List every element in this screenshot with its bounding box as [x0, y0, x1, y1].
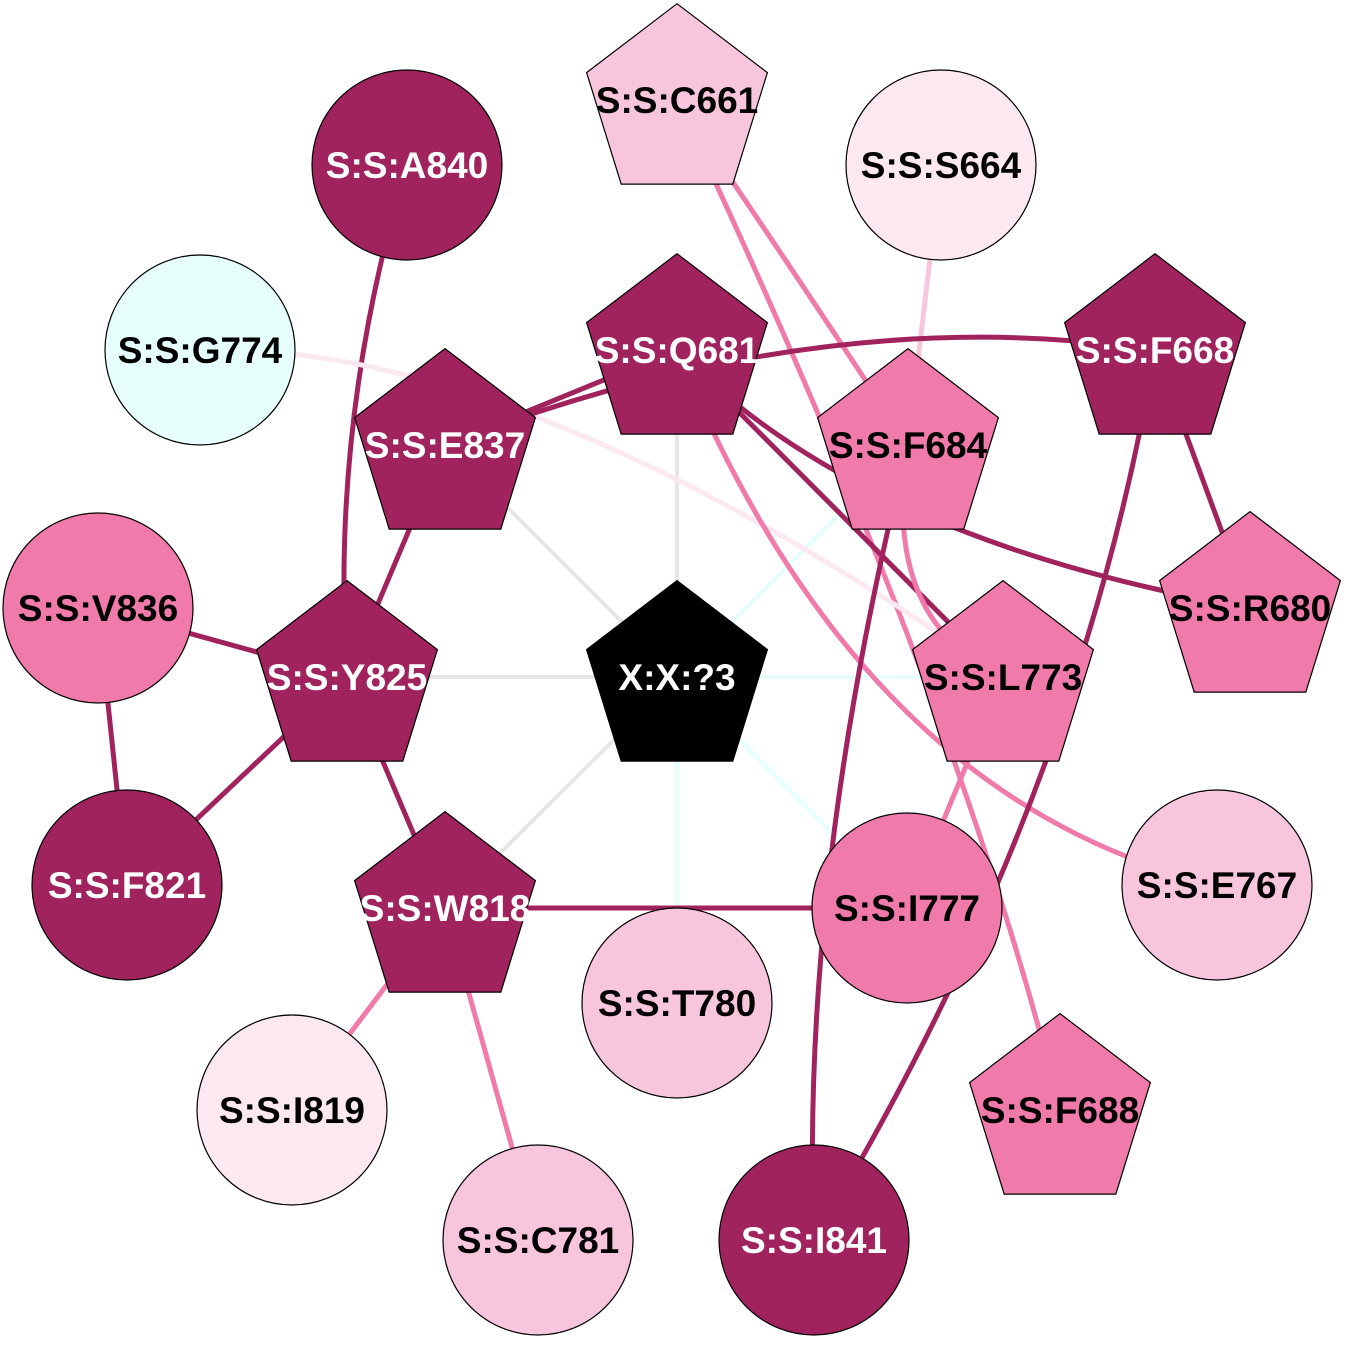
node-label: S:S:F668 [1076, 330, 1234, 371]
edge-s-s-f668-s-s-i841 [811, 349, 1158, 1242]
node-shape-pentagon [255, 579, 439, 762]
node-s-s-s664: S:S:S664 [845, 69, 1037, 261]
node-label: S:S:E837 [365, 425, 525, 466]
node-label: X:X:?3 [618, 657, 735, 698]
node-s-s-e837: S:S:E837 [353, 347, 537, 530]
node-label: S:S:G774 [118, 330, 283, 371]
node-label: S:S:F688 [981, 1090, 1139, 1131]
node-shape-pentagon [1063, 252, 1247, 435]
node-s-s-q681: S:S:Q681 [585, 252, 769, 435]
node-shape-circle [1121, 789, 1313, 981]
node-shape-circle [31, 789, 223, 981]
node-s-s-f668: S:S:F668 [1063, 252, 1247, 435]
node-shape-pentagon [585, 579, 769, 762]
node-s-s-t780: S:S:T780 [581, 907, 773, 1099]
node-label: S:S:I777 [834, 888, 980, 929]
node-shape-pentagon [353, 810, 537, 993]
node-s-s-w818: S:S:W818 [353, 810, 537, 993]
node-shape-pentagon [585, 2, 769, 185]
node-s-s-i777: S:S:I777 [811, 812, 1003, 1004]
node-label: S:S:E767 [1137, 865, 1297, 906]
node-shape-circle [2, 512, 194, 704]
node-shape-pentagon [816, 347, 1000, 530]
node-s-s-i819: S:S:I819 [196, 1014, 388, 1206]
edge-s-s-q681-s-s-e767 [674, 349, 1218, 888]
node-x-x-3: X:X:?3 [585, 579, 769, 762]
node-s-s-e767: S:S:E767 [1121, 789, 1313, 981]
node-label: S:S:F684 [829, 425, 988, 466]
node-s-s-r680: S:S:R680 [1158, 510, 1342, 693]
node-shape-circle [196, 1014, 388, 1206]
node-shape-circle [442, 1144, 634, 1336]
node-s-s-i841: S:S:I841 [718, 1144, 910, 1336]
node-s-s-v836: S:S:V836 [2, 512, 194, 704]
node-label: S:S:V836 [18, 588, 178, 629]
node-label: S:S:W818 [360, 888, 531, 929]
node-s-s-f684: S:S:F684 [816, 347, 1000, 530]
node-label: S:S:L773 [924, 657, 1082, 698]
node-s-s-y825: S:S:Y825 [255, 579, 439, 762]
node-shape-pentagon [1158, 510, 1342, 693]
node-label: S:S:C661 [596, 80, 758, 121]
node-label: S:S:R680 [1169, 588, 1331, 629]
node-s-s-f821: S:S:F821 [31, 789, 223, 981]
node-shape-pentagon [353, 347, 537, 530]
node-label: S:S:I841 [741, 1220, 887, 1261]
node-label: S:S:C781 [457, 1220, 619, 1261]
node-s-s-a840: S:S:A840 [311, 69, 503, 261]
node-s-s-c781: S:S:C781 [442, 1144, 634, 1336]
node-shape-pentagon [968, 1012, 1152, 1195]
node-s-s-l773: S:S:L773 [911, 579, 1095, 762]
node-label: S:S:F821 [48, 865, 206, 906]
node-s-s-f688: S:S:F688 [968, 1012, 1152, 1195]
edge-s-s-f668-s-s-e837 [444, 334, 1156, 448]
node-s-s-g774: S:S:G774 [104, 254, 296, 446]
node-label: S:S:A840 [326, 145, 488, 186]
node-shape-circle [104, 254, 296, 446]
node-shape-pentagon [585, 252, 769, 435]
node-s-s-c661: S:S:C661 [585, 2, 769, 185]
node-shape-pentagon [911, 579, 1095, 762]
node-label: S:S:Q681 [595, 330, 760, 371]
node-shape-circle [581, 907, 773, 1099]
node-label: S:S:I819 [219, 1090, 365, 1131]
node-label: S:S:Y825 [267, 657, 427, 698]
edge-s-s-g774-s-s-l773 [199, 347, 1005, 680]
node-shape-circle [811, 812, 1003, 1004]
node-label: S:S:S664 [861, 145, 1022, 186]
node-shape-circle [311, 69, 503, 261]
node-label: S:S:T780 [598, 983, 756, 1024]
node-shape-circle [845, 69, 1037, 261]
node-shape-circle [718, 1144, 910, 1336]
